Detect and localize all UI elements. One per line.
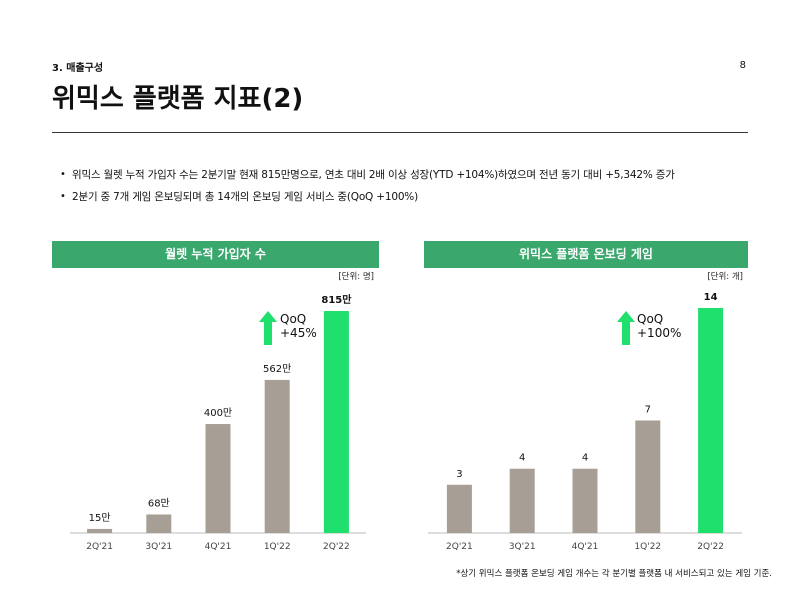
bar	[205, 424, 231, 533]
x-tick-label: 2Q'22	[697, 542, 724, 552]
wallet-chart-unit: [단위: 명]	[338, 272, 374, 282]
bar	[446, 484, 472, 533]
data-label: 4	[582, 453, 588, 464]
arrow-up-icon	[259, 311, 277, 345]
data-label: 14	[704, 292, 718, 303]
x-tick-label: 2Q'21	[86, 542, 113, 552]
bar-chart-svg: 3 2Q'21 4 3Q'21 4 4Q'21 7 1Q'22 14 2Q'22	[428, 292, 742, 552]
wallet-chart-title: 월렛 누적 가입자 수	[52, 241, 379, 268]
x-tick-label: 4Q'21	[205, 542, 232, 552]
arrow-up-icon	[617, 311, 635, 345]
data-label: 4	[519, 453, 525, 464]
x-tick-label: 2Q'21	[446, 542, 473, 552]
bullet-item: 2분기 중 7개 게임 온보딩되며 총 14개의 온보딩 게임 서비스 중(Qo…	[60, 186, 675, 208]
data-label: 7	[645, 405, 651, 416]
data-label: 3	[456, 469, 462, 480]
data-label: 15만	[89, 512, 111, 524]
section-label: 3. 매출구성	[52, 63, 104, 74]
qoq-label: QoQ	[280, 312, 307, 326]
bar	[146, 514, 172, 533]
bullet-list: 위믹스 월렛 누적 가입자 수는 2분기말 현재 815만명으로, 연초 대비 …	[60, 164, 675, 208]
bar	[87, 528, 113, 533]
wallet-chart-panel: 월렛 누적 가입자 수 [단위: 명] 15만 2Q'21 68만 3Q'21 400만…	[52, 241, 379, 556]
x-tick-label: 3Q'21	[145, 542, 172, 552]
onboarding-chart-unit: [단위: 개]	[707, 272, 743, 282]
bar	[323, 311, 349, 533]
title-divider	[52, 132, 748, 133]
page-number: 8	[739, 60, 746, 71]
data-label: 68만	[148, 497, 170, 509]
qoq-label: QoQ	[637, 312, 664, 326]
wallet-chart: 15만 2Q'21 68만 3Q'21 400만 4Q'21 562만 1Q'22 815만 2Q…	[52, 241, 379, 556]
bullet-item: 위믹스 월렛 누적 가입자 수는 2분기말 현재 815만명으로, 연초 대비 …	[60, 164, 675, 186]
onboarding-chart-panel: 위믹스 플랫폼 온보딩 게임 [단위: 개] 3 2Q'21 4 3Q'21 4 4Q'2…	[424, 241, 748, 556]
footnote: *상기 위믹스 플랫폼 온보딩 게임 개수는 각 분기별 플랫폼 내 서비스되고…	[456, 569, 772, 579]
data-label: 815만	[321, 293, 352, 306]
onboarding-chart: 3 2Q'21 4 3Q'21 4 4Q'21 7 1Q'22 14 2Q'22	[424, 241, 748, 556]
bar	[635, 420, 661, 533]
x-tick-label: 2Q'22	[323, 542, 350, 552]
bar	[509, 468, 535, 533]
wallet-qoq-annotation: QoQ +45%	[280, 312, 317, 340]
x-tick-label: 1Q'22	[264, 542, 291, 552]
page-title: 위믹스 플랫폼 지표(2)	[52, 84, 304, 114]
onboarding-chart-title: 위믹스 플랫폼 온보딩 게임	[424, 241, 748, 268]
data-label: 400만	[204, 407, 232, 419]
bar	[264, 379, 290, 533]
data-label: 562만	[263, 363, 291, 375]
bar	[698, 308, 724, 533]
bar	[572, 468, 598, 533]
x-tick-label: 1Q'22	[634, 542, 661, 552]
bar-chart-svg: 15만 2Q'21 68만 3Q'21 400만 4Q'21 562만 1Q'22 815만 2Q…	[70, 293, 366, 552]
qoq-value: +100%	[637, 326, 682, 340]
x-tick-label: 3Q'21	[509, 542, 536, 552]
onboarding-qoq-annotation: QoQ +100%	[637, 312, 681, 340]
x-tick-label: 4Q'21	[572, 542, 599, 552]
qoq-value: +45%	[280, 326, 317, 340]
